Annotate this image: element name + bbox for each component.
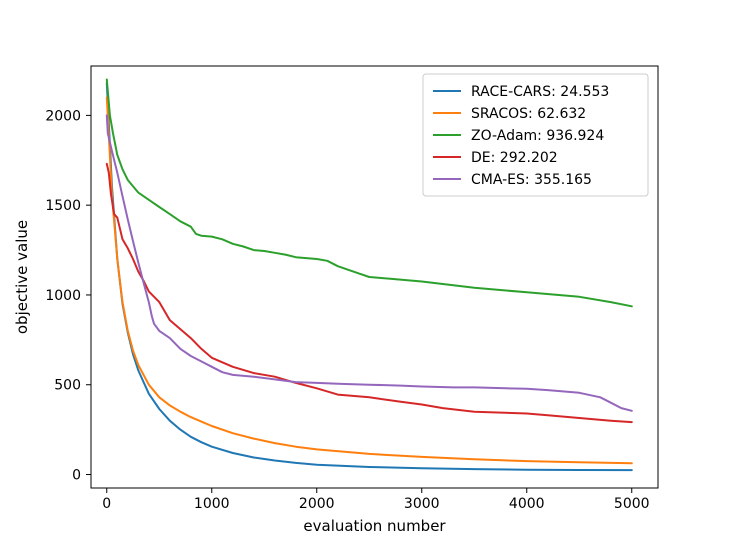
y-axis: 0 500 1000 1500 2000 xyxy=(45,108,91,484)
y-tick-label: 1000 xyxy=(45,288,81,304)
y-axis-label: objective value xyxy=(13,220,31,334)
x-tick-label: 4000 xyxy=(509,496,545,512)
y-tick-label: 0 xyxy=(72,468,81,484)
plot-frame xyxy=(90,65,659,489)
y-tick-label: 2000 xyxy=(45,108,81,124)
x-tick-label: 5000 xyxy=(614,496,650,512)
x-axis-label: evaluation number xyxy=(303,517,446,535)
series-line-3 xyxy=(105,162,633,424)
x-axis: 0 1000 2000 3000 4000 5000 xyxy=(102,488,650,512)
y-tick-label: 1500 xyxy=(45,198,81,214)
series-layer xyxy=(105,78,633,472)
legend-label: DE: 292.202 xyxy=(471,150,558,166)
x-tick-label: 3000 xyxy=(404,496,440,512)
legend-label: RACE-CARS: 24.553 xyxy=(471,84,609,100)
legend-label: SRACOS: 62.632 xyxy=(471,106,586,122)
legend-box xyxy=(422,73,649,197)
legend: RACE-CARS: 24.553 SRACOS: 62.632 ZO-Adam: … xyxy=(422,73,649,197)
x-tick-label: 2000 xyxy=(299,496,335,512)
legend-label: ZO-Adam: 936.924 xyxy=(471,128,604,144)
x-tick-label: 0 xyxy=(102,496,111,512)
y-tick-label: 500 xyxy=(54,378,81,394)
series-line-1 xyxy=(105,96,633,465)
series-line-2 xyxy=(105,78,633,308)
series-line-4 xyxy=(105,114,633,412)
legend-label: CMA-ES: 355.165 xyxy=(471,172,592,188)
x-tick-label: 1000 xyxy=(194,496,230,512)
